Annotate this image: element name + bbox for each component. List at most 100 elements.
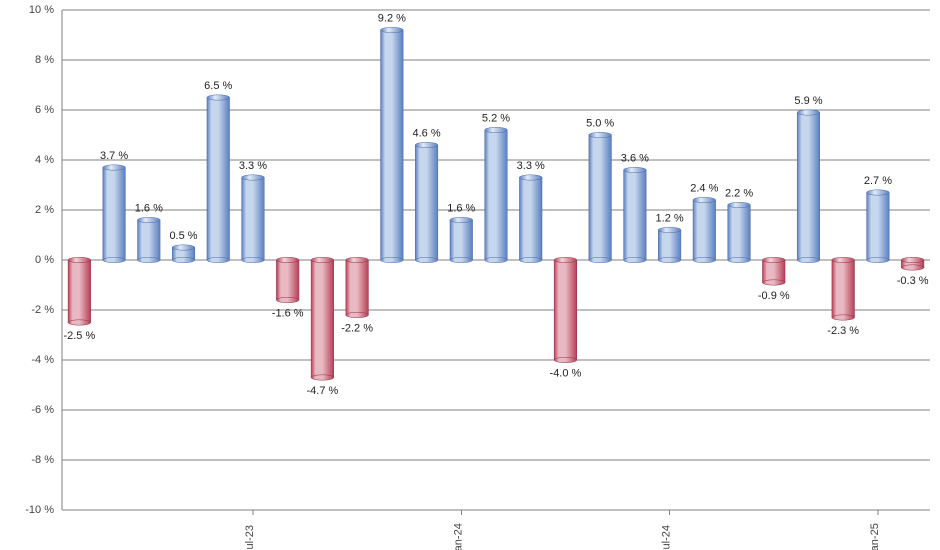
bar-bottom-cap xyxy=(103,257,126,262)
bar-body xyxy=(658,230,681,260)
bar-bottom-cap xyxy=(589,257,612,262)
bar-bottom-cap xyxy=(901,265,924,270)
bar-value-label: -4.0 % xyxy=(550,368,582,380)
bar-body xyxy=(138,220,161,260)
bar-body xyxy=(797,113,820,261)
bar-bottom-cap xyxy=(138,257,161,262)
bar-bottom-cap xyxy=(485,257,508,262)
bar-bottom-cap xyxy=(346,312,369,317)
bar-bottom-cap xyxy=(624,257,647,262)
y-axis-tick-label: 8 % xyxy=(35,54,54,66)
bar: 0.5 % xyxy=(169,230,197,263)
bar: 1.6 % xyxy=(135,202,163,262)
bar-value-label: -2.5 % xyxy=(63,330,95,342)
chart-background xyxy=(0,0,940,550)
bar-top-cap xyxy=(68,257,91,262)
bar-bottom-cap xyxy=(797,257,820,262)
bar-top-cap xyxy=(346,257,369,262)
bar-body xyxy=(589,135,612,260)
bar-value-label: 5.9 % xyxy=(794,95,822,107)
bar-top-cap xyxy=(519,175,542,180)
bar-top-cap xyxy=(554,257,577,262)
bar: -0.9 % xyxy=(758,257,790,302)
bar-top-cap xyxy=(311,257,334,262)
bar: 4.6 % xyxy=(412,127,440,262)
y-axis-tick-label: -4 % xyxy=(31,354,54,366)
bar: -2.3 % xyxy=(827,257,859,337)
bar-body xyxy=(276,260,299,300)
bar-top-cap xyxy=(450,217,473,222)
bar-top-cap xyxy=(867,190,890,195)
bar-top-cap xyxy=(207,95,230,100)
bar-top-cap xyxy=(624,167,647,172)
bar-bottom-cap xyxy=(867,257,890,262)
bar-top-cap xyxy=(485,127,508,132)
bar-top-cap xyxy=(693,197,716,202)
y-axis-tick-label: 4 % xyxy=(35,154,54,166)
bar-bottom-cap xyxy=(276,297,299,302)
bar: 6.5 % xyxy=(204,80,232,263)
bar-bottom-cap xyxy=(658,257,681,262)
bar-body xyxy=(624,170,647,260)
y-axis-tick-label: 10 % xyxy=(29,4,54,16)
bar-top-cap xyxy=(658,227,681,232)
bar: 3.7 % xyxy=(100,150,128,263)
bar-body xyxy=(68,260,91,323)
bar: 1.2 % xyxy=(656,212,684,262)
bar-top-cap xyxy=(728,202,751,207)
bar-bottom-cap xyxy=(554,357,577,362)
bar: -4.7 % xyxy=(307,257,339,397)
bar-value-label: 2.2 % xyxy=(725,187,753,199)
bar-value-label: -4.7 % xyxy=(307,385,339,397)
bar-body xyxy=(103,168,126,261)
bar: -2.5 % xyxy=(63,257,95,342)
y-axis-tick-label: 6 % xyxy=(35,104,54,116)
bar-body xyxy=(554,260,577,360)
x-axis-tick-label: Jul-24 xyxy=(661,525,673,550)
bar-bottom-cap xyxy=(172,257,195,262)
bar-bottom-cap xyxy=(381,257,404,262)
bar-body xyxy=(207,98,230,261)
bar-body xyxy=(728,205,751,260)
bar-top-cap xyxy=(138,217,161,222)
bar-bottom-cap xyxy=(207,257,230,262)
bar-body xyxy=(450,220,473,260)
y-axis-tick-label: -10 % xyxy=(25,504,54,516)
bar-bottom-cap xyxy=(415,257,438,262)
bar-body xyxy=(519,178,542,261)
bar-bottom-cap xyxy=(311,375,334,380)
bar: 5.9 % xyxy=(794,95,822,263)
bar-value-label: 3.7 % xyxy=(100,150,128,162)
y-axis-tick-label: 2 % xyxy=(35,204,54,216)
x-axis-tick-label: Jan-24 xyxy=(452,523,464,550)
bar-value-label: -2.2 % xyxy=(341,323,373,335)
bar-chart: -10 %-8 %-6 %-4 %-2 %0 %2 %4 %6 %8 %10 %… xyxy=(0,0,940,550)
bar-bottom-cap xyxy=(242,257,265,262)
bar-body xyxy=(415,145,438,260)
bar-top-cap xyxy=(589,132,612,137)
bar-value-label: 2.7 % xyxy=(864,175,892,187)
bar-value-label: -0.9 % xyxy=(758,290,790,302)
bar-bottom-cap xyxy=(762,280,785,285)
bar: 5.2 % xyxy=(482,112,510,262)
bar-body xyxy=(346,260,369,315)
bar-value-label: 4.6 % xyxy=(412,127,440,139)
bar-top-cap xyxy=(276,257,299,262)
bar-value-label: 1.6 % xyxy=(447,202,475,214)
chart-svg: -10 %-8 %-6 %-4 %-2 %0 %2 %4 %6 %8 %10 %… xyxy=(0,0,940,550)
bar: 2.2 % xyxy=(725,187,753,262)
bar-top-cap xyxy=(242,175,265,180)
bar-body xyxy=(485,130,508,260)
bar-body xyxy=(311,260,334,378)
bar-value-label: 9.2 % xyxy=(378,12,406,24)
bar-value-label: 5.0 % xyxy=(586,117,614,129)
bar-bottom-cap xyxy=(68,320,91,325)
y-axis-tick-label: -6 % xyxy=(31,404,54,416)
bar-value-label: -0.3 % xyxy=(897,275,929,287)
x-axis-tick-label: Jan-25 xyxy=(869,523,881,550)
bar-value-label: 0.5 % xyxy=(169,230,197,242)
bar: 1.6 % xyxy=(447,202,475,262)
bar-bottom-cap xyxy=(728,257,751,262)
bar-body xyxy=(867,193,890,261)
bar-body xyxy=(381,30,404,260)
